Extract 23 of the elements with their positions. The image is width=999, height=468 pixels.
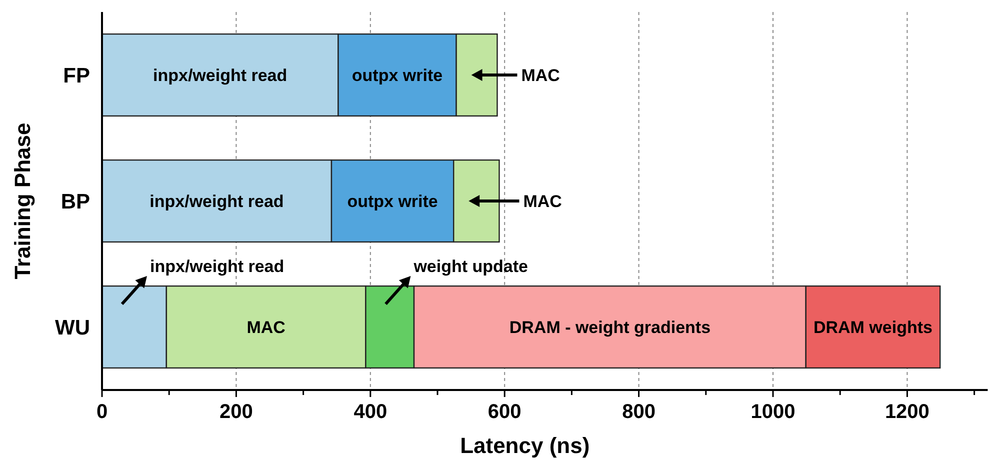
y-tick-label: WU	[55, 316, 90, 340]
x-tick-label: 600	[488, 401, 522, 423]
y-axis-title: Training Phase	[10, 122, 35, 280]
series-label: DRAM - weight gradients	[509, 318, 711, 337]
x-tick-label: 800	[622, 401, 656, 423]
text: inpx/weight read	[153, 66, 288, 85]
series-label: weight update	[412, 257, 528, 276]
x-tick-label: 1000	[750, 401, 796, 423]
series-label: MAC	[521, 66, 560, 85]
x-axis-title: Latency (ns)	[460, 433, 590, 458]
x-tick-label: 400	[354, 401, 388, 423]
text: inpx/weight read	[150, 192, 284, 211]
series-label: DRAM weights	[813, 318, 932, 337]
series-label: inpx/weight read	[150, 257, 284, 276]
text: MAC	[523, 192, 562, 211]
text: MAC	[246, 318, 286, 337]
x-tick-label: 1200	[884, 401, 930, 423]
y-tick-label: BP	[60, 190, 90, 214]
text: outpx write	[347, 192, 438, 211]
x-tick-label: 200	[220, 401, 253, 423]
x-tick-label: 0	[96, 401, 108, 423]
y-tick-label: FP	[63, 64, 90, 88]
series-label: outpx write	[352, 66, 443, 85]
